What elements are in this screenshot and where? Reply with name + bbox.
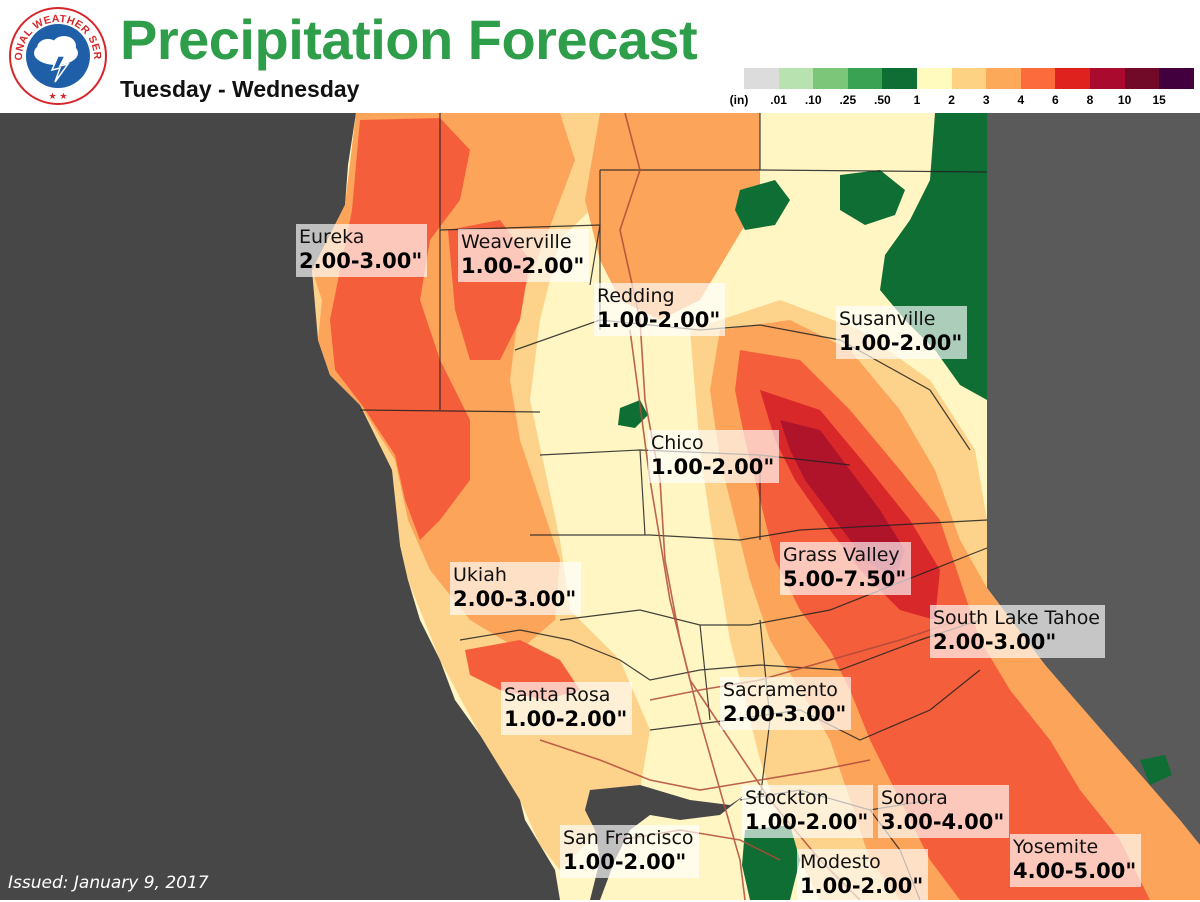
label-sonora: Sonora 3.00-4.00" bbox=[878, 785, 1010, 838]
city-name: Susanville bbox=[839, 308, 936, 330]
header: NATIONAL WEATHER SERVICE ★ ★ Precipitati… bbox=[0, 0, 1200, 113]
precip-amount: 1.00-2.00" bbox=[563, 850, 687, 874]
nws-logo-icon: NATIONAL WEATHER SERVICE ★ ★ bbox=[8, 6, 107, 105]
precip-amount: 2.00-3.00" bbox=[723, 702, 847, 726]
precip-amount: 2.00-3.00" bbox=[933, 630, 1057, 654]
city-name: Ukiah bbox=[453, 564, 507, 586]
coast-range-red bbox=[330, 118, 470, 540]
precip-legend: (in) .01 .10 .25 .50 1 2 3 4 6 8 10 15 bbox=[730, 68, 1196, 112]
precip-amount: 1.00-2.00" bbox=[651, 455, 775, 479]
legend-swatch bbox=[951, 68, 987, 89]
legend-tick-label: 4 bbox=[1017, 93, 1025, 107]
city-name: Grass Valley bbox=[783, 544, 900, 566]
city-name: South Lake Tahoe bbox=[933, 607, 1101, 629]
city-name: Yosemite bbox=[1013, 836, 1099, 858]
page-title: Precipitation Forecast bbox=[120, 8, 698, 71]
legend-tick-label: .10 bbox=[804, 93, 822, 107]
precip-amount: 1.00-2.00" bbox=[800, 874, 924, 898]
precip-map bbox=[0, 113, 1200, 900]
precip-amount: 1.00-2.00" bbox=[597, 308, 721, 332]
legend-swatch bbox=[847, 68, 883, 89]
label-yosemite: Yosemite 4.00-5.00" bbox=[1010, 834, 1142, 887]
precip-amount: 4.00-5.00" bbox=[1013, 859, 1137, 883]
city-name: Sonora bbox=[881, 787, 948, 809]
label-chico: Chico 1.00-2.00" bbox=[648, 430, 780, 483]
label-sacramento: Sacramento 2.00-3.00" bbox=[720, 677, 852, 730]
city-name: Santa Rosa bbox=[504, 684, 611, 706]
legend-swatch bbox=[1055, 68, 1090, 89]
sierra-dark-red bbox=[780, 420, 905, 580]
legend-swatch bbox=[1124, 68, 1160, 89]
label-weaverville: Weaverville 1.00-2.00" bbox=[458, 229, 590, 282]
delta-green-patch bbox=[742, 825, 800, 900]
legend-swatch bbox=[744, 68, 779, 89]
legend-swatch bbox=[1090, 68, 1125, 89]
city-name: Sacramento bbox=[723, 679, 838, 701]
city-name: Weaverville bbox=[461, 231, 572, 253]
svg-text:★ ★: ★ ★ bbox=[49, 92, 68, 102]
east-sierra-green bbox=[1140, 755, 1172, 785]
plateau-green-west bbox=[735, 180, 790, 230]
page-subtitle: Tuesday - Wednesday bbox=[120, 76, 360, 102]
label-modesto: Modesto 1.00-2.00" bbox=[797, 849, 929, 902]
label-eureka: Eureka 2.00-3.00" bbox=[296, 224, 428, 277]
legend-tick-label: .01 bbox=[770, 93, 787, 107]
legend-tick-label: 10 bbox=[1117, 93, 1132, 107]
precip-amount: 1.00-2.00" bbox=[745, 810, 869, 834]
legend-swatch bbox=[1159, 68, 1194, 89]
legend-unit: (in) bbox=[729, 93, 749, 107]
legend-swatch bbox=[986, 68, 1021, 89]
legend-tick-label: 2 bbox=[948, 93, 955, 107]
legend-tick-label: 15 bbox=[1152, 93, 1166, 107]
label-santa-rosa: Santa Rosa 1.00-2.00" bbox=[501, 682, 633, 735]
label-grass-valley: Grass Valley 5.00-7.50" bbox=[780, 542, 912, 595]
legend-tick-label: 1 bbox=[913, 93, 921, 107]
precip-amount: 1.00-2.00" bbox=[504, 707, 628, 731]
precip-amount: 1.00-2.00" bbox=[839, 331, 963, 355]
precip-amount: 3.00-4.00" bbox=[881, 810, 1005, 834]
plateau-green-patch bbox=[840, 170, 905, 225]
issued-date: Issued: January 9, 2017 bbox=[8, 873, 209, 893]
legend-tick-label: .50 bbox=[874, 93, 891, 107]
city-name: Chico bbox=[651, 432, 704, 454]
label-redding: Redding 1.00-2.00" bbox=[594, 283, 726, 336]
city-name: Redding bbox=[597, 285, 675, 307]
label-stockton: Stockton 1.00-2.00" bbox=[742, 785, 874, 838]
city-name: Modesto bbox=[800, 851, 881, 873]
city-name: San Francisco bbox=[563, 827, 694, 849]
label-san-francisco: San Francisco 1.00-2.00" bbox=[560, 825, 699, 878]
legend-tick-label: 3 bbox=[982, 93, 990, 107]
legend-swatch bbox=[778, 68, 814, 89]
label-susanville: Susanville 1.00-2.00" bbox=[836, 306, 968, 359]
bay-water bbox=[585, 785, 745, 900]
legend-swatch bbox=[882, 68, 917, 89]
legend-swatch bbox=[1020, 68, 1056, 89]
legend-swatch bbox=[917, 68, 952, 89]
legend-tick-label: 6 bbox=[1052, 93, 1059, 107]
precip-amount: 5.00-7.50" bbox=[783, 567, 907, 591]
precip-amount: 2.00-3.00" bbox=[299, 249, 423, 273]
precip-amount: 2.00-3.00" bbox=[453, 587, 577, 611]
nevada-region bbox=[987, 113, 1200, 900]
city-name: Stockton bbox=[745, 787, 829, 809]
label-ukiah: Ukiah 2.00-3.00" bbox=[450, 562, 582, 615]
city-name: Eureka bbox=[299, 226, 365, 248]
legend-tick-label: 8 bbox=[1086, 93, 1094, 107]
label-south-lake-tahoe: South Lake Tahoe 2.00-3.00" bbox=[930, 605, 1106, 658]
legend-tick-label: .25 bbox=[839, 93, 857, 107]
legend-swatch bbox=[813, 68, 848, 89]
precip-amount: 1.00-2.00" bbox=[461, 254, 585, 278]
